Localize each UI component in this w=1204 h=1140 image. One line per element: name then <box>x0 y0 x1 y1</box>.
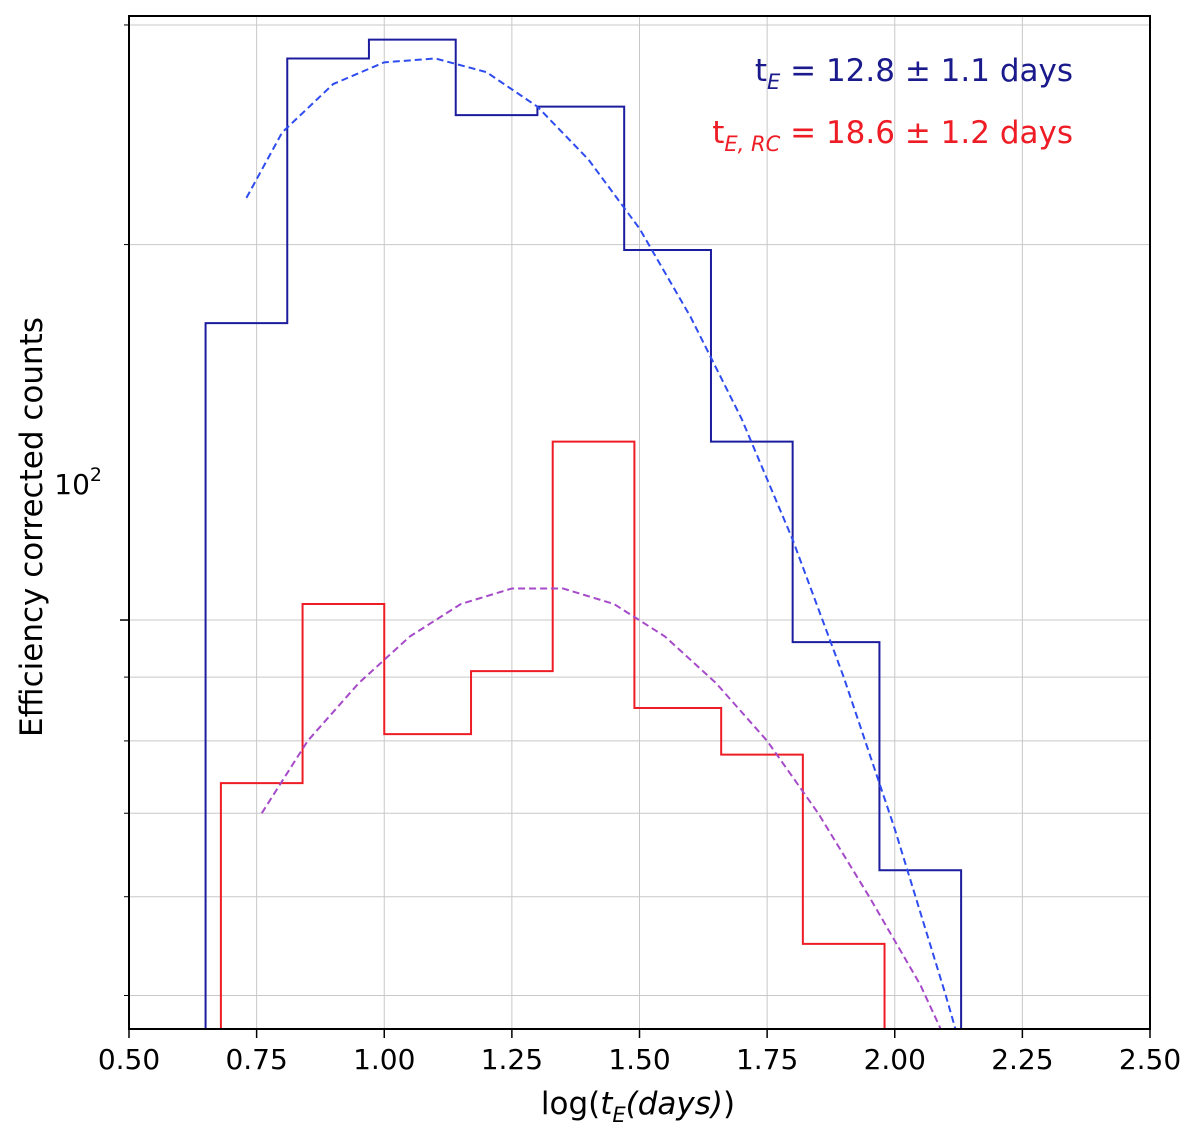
y-axis-label: Efficiency corrected counts <box>14 317 50 737</box>
plot-series <box>204 38 963 1029</box>
annotation-te-rc: tE, RC = 18.6 ± 1.2 days <box>712 115 1073 156</box>
fit-curve-3 <box>260 587 942 1029</box>
histogram-1 <box>219 440 886 1029</box>
x-tick-label: 0.75 <box>225 1043 287 1076</box>
grid <box>128 16 1151 1029</box>
x-tick-label: 1.00 <box>353 1043 415 1076</box>
x-tick-label: 0.50 <box>98 1043 160 1076</box>
annotation-te: tE = 12.8 ± 1.1 days <box>755 53 1073 94</box>
x-tick-label: 2.00 <box>864 1043 926 1076</box>
x-tick-label: 2.50 <box>1119 1043 1181 1076</box>
x-tick-label: 1.75 <box>736 1043 798 1076</box>
x-axis-label: log(tE(days)) <box>541 1086 735 1127</box>
x-tick-label: 2.25 <box>991 1043 1053 1076</box>
histogram-0 <box>204 38 963 1029</box>
x-tick-label: 1.25 <box>481 1043 543 1076</box>
axis-ticks: 0.50 0.75 1.00 1.25 1.50 1.75 2.00 2.25 2.50 <box>98 24 1181 1076</box>
x-tick-label: 1.50 <box>608 1043 670 1076</box>
y-tick-label: 102 <box>54 464 102 501</box>
